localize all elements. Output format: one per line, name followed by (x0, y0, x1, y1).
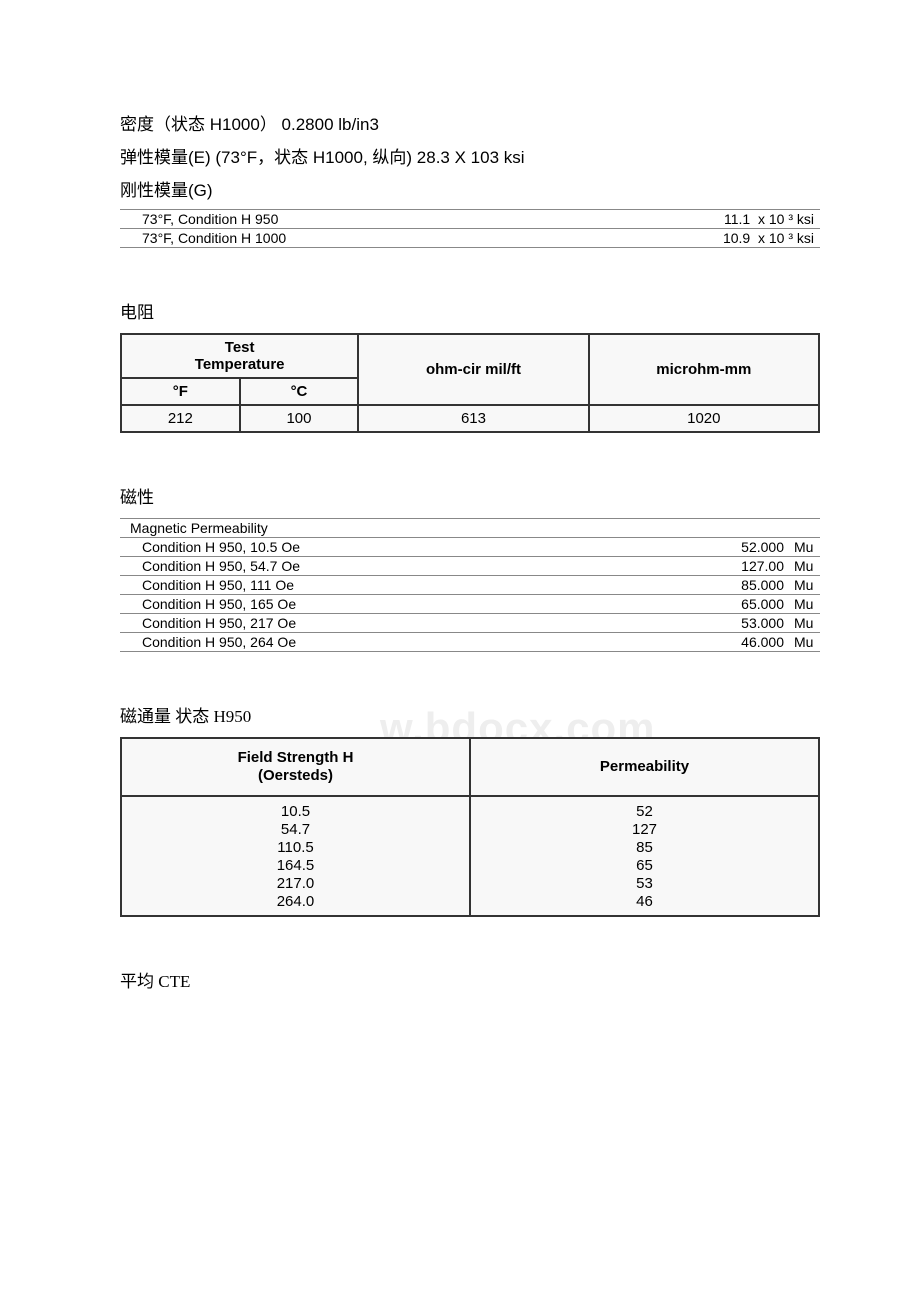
microhm-value: 1020 (589, 405, 819, 432)
value: 53.000 (656, 614, 784, 633)
magnetic-heading: 磁性 (120, 483, 820, 508)
resistance-heading: 电阻 (120, 298, 820, 323)
density-line: 密度（状态 H1000） 0.2800 lb/in3 (120, 110, 820, 135)
value-cell: 11.1 x 10 ³ ksi (562, 210, 820, 229)
condition: Condition H 950, 10.5 Oe (120, 538, 656, 557)
c-value: 100 (240, 405, 359, 432)
permeability-values: 52 127 85 65 53 46 (470, 796, 819, 916)
unit: Mu (784, 576, 820, 595)
value: 127.00 (656, 557, 784, 576)
microhm-header: microhm-mm (589, 334, 819, 405)
condition: Condition H 950, 217 Oe (120, 614, 656, 633)
elastic-line: 弹性模量(E) (73°F，状态 H1000, 纵向) 28.3 X 103 k… (120, 143, 820, 168)
table-row: Condition H 950, 54.7 Oe 127.00 Mu (120, 557, 820, 576)
magnetic-table: Magnetic Permeability Condition H 950, 1… (120, 518, 820, 652)
condition-label: 73°F, Condition H 950 (120, 210, 562, 229)
rigidity-table: 73°F, Condition H 950 11.1 x 10 ³ ksi 73… (120, 209, 820, 248)
condition: Condition H 950, 264 Oe (120, 633, 656, 652)
value: 85.000 (656, 576, 784, 595)
header-row: Field Strength H (Oersteds) Permeability (121, 738, 819, 796)
unit: Mu (784, 538, 820, 557)
table-row: Condition H 950, 264 Oe 46.000 Mu (120, 633, 820, 652)
ohm-value: 613 (358, 405, 588, 432)
data-row: 212 100 613 1020 (121, 405, 819, 432)
value: 52.000 (656, 538, 784, 557)
cte-heading: 平均 CTE (120, 967, 820, 992)
mag-header: Magnetic Permeability (120, 519, 820, 538)
document-body: w.bdocx.com 密度（状态 H1000） 0.2800 lb/in3 弹… (120, 110, 820, 992)
field-strength-header: Field Strength H (Oersteds) (121, 738, 470, 796)
condition: Condition H 950, 111 Oe (120, 576, 656, 595)
condition: Condition H 950, 54.7 Oe (120, 557, 656, 576)
f-value: 212 (121, 405, 240, 432)
permeability-header: Permeability (470, 738, 819, 796)
unit: Mu (784, 614, 820, 633)
permeability-table: Field Strength H (Oersteds) Permeability… (120, 737, 820, 917)
table-row: Condition H 950, 111 Oe 85.000 Mu (120, 576, 820, 595)
table-row: 73°F, Condition H 950 11.1 x 10 ³ ksi (120, 210, 820, 229)
unit: Mu (784, 557, 820, 576)
rigidity-heading: 刚性模量(G) (120, 176, 820, 201)
value-cell: 10.9 x 10 ³ ksi (562, 229, 820, 248)
field-strength-values: 10.5 54.7 110.5 164.5 217.0 264.0 (121, 796, 470, 916)
flux-heading: 磁通量 状态 H950 (120, 702, 820, 727)
header-row: Magnetic Permeability (120, 519, 820, 538)
unit: Mu (784, 633, 820, 652)
resistance-table: Test Temperature ohm-cir mil/ft microhm-… (120, 333, 820, 433)
condition-label: 73°F, Condition H 1000 (120, 229, 562, 248)
test-temp-header: Test Temperature (121, 334, 358, 378)
value: 46.000 (656, 633, 784, 652)
table-row: 73°F, Condition H 1000 10.9 x 10 ³ ksi (120, 229, 820, 248)
table-row: Condition H 950, 10.5 Oe 52.000 Mu (120, 538, 820, 557)
f-header: °F (121, 378, 240, 405)
c-header: °C (240, 378, 359, 405)
ohm-header: ohm-cir mil/ft (358, 334, 588, 405)
table-row: Condition H 950, 165 Oe 65.000 Mu (120, 595, 820, 614)
unit: Mu (784, 595, 820, 614)
condition: Condition H 950, 165 Oe (120, 595, 656, 614)
table-row: Condition H 950, 217 Oe 53.000 Mu (120, 614, 820, 633)
header-row: Test Temperature ohm-cir mil/ft microhm-… (121, 334, 819, 378)
value: 65.000 (656, 595, 784, 614)
data-row: 10.5 54.7 110.5 164.5 217.0 264.0 52 127… (121, 796, 819, 916)
